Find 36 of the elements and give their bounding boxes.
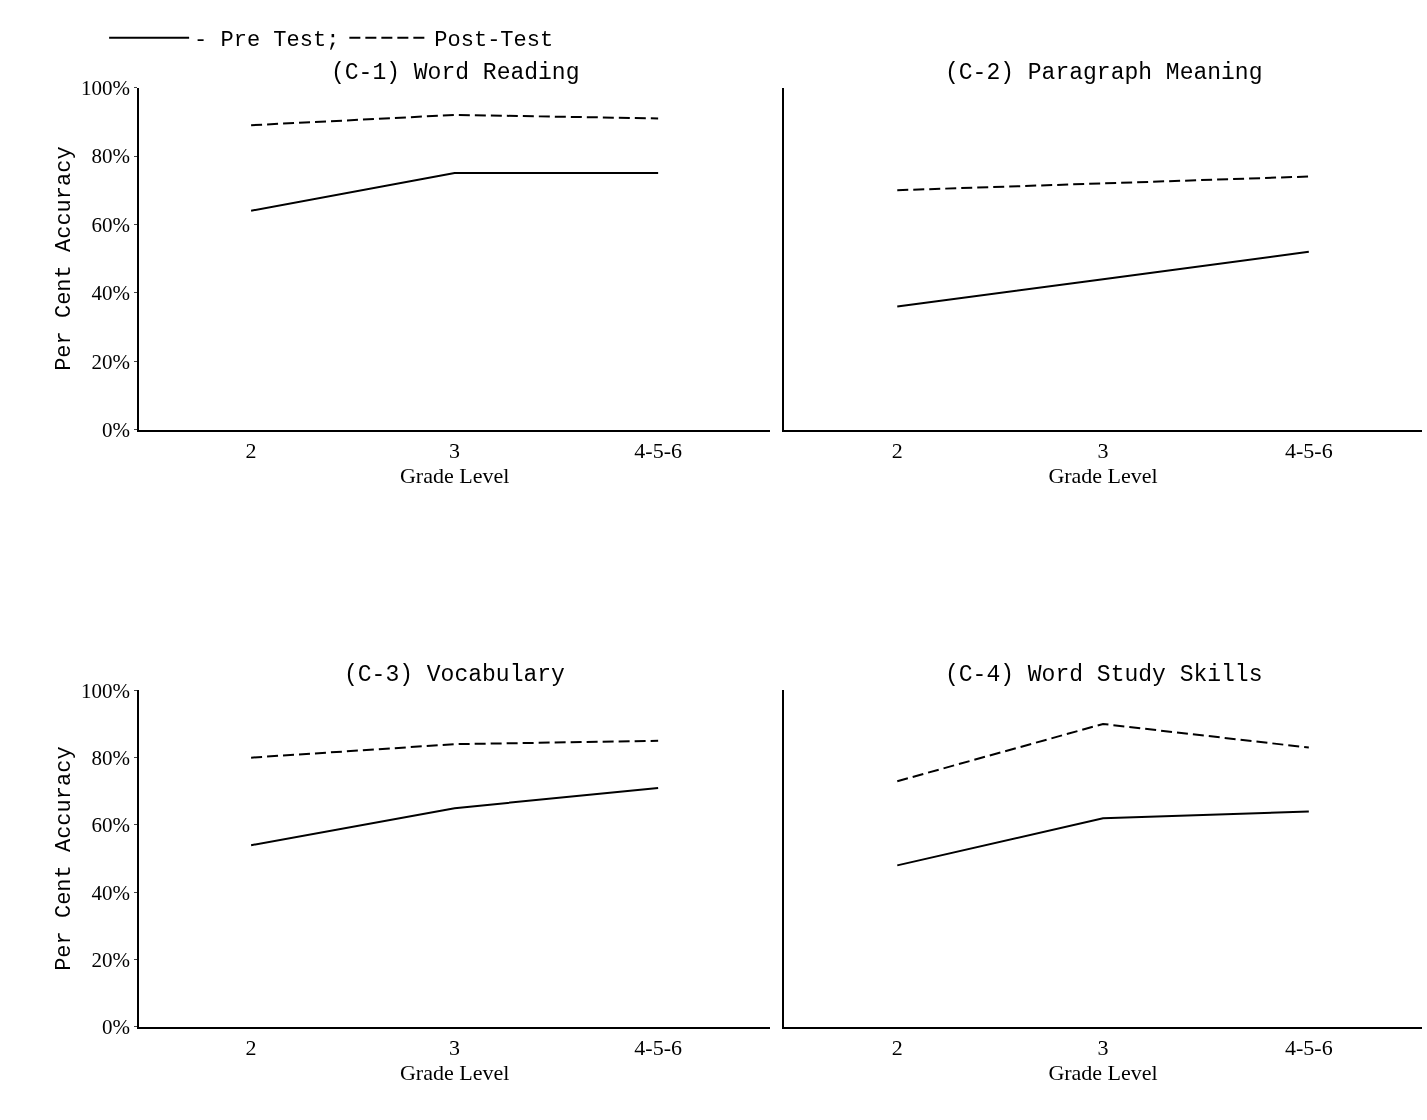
x-axis-title: Grade Level (1048, 1060, 1158, 1086)
x-tick-label: 3 (449, 438, 461, 464)
y-tick-label: 0% (101, 418, 130, 443)
y-tick-label: 40% (91, 880, 130, 905)
chart-title: (C-4) Word Study Skills (945, 662, 1263, 688)
x-tick-label: 3 (1097, 438, 1109, 464)
x-tick-label: 4-5-6 (1284, 438, 1333, 464)
chart-title: (C-1) Word Reading (331, 60, 580, 86)
x-axis-title: Grade Level (399, 463, 510, 489)
y-tick-label: 100% (80, 75, 130, 100)
y-axis-title: Per Cent Accuracy (52, 746, 78, 971)
y-tick-label: 20% (91, 349, 130, 374)
y-tick-label: 0% (101, 1015, 130, 1040)
x-tick-label: 4-5-6 (634, 438, 682, 464)
y-tick-label: 40% (91, 281, 130, 306)
y-tick-label: 60% (91, 813, 130, 838)
x-tick-label: 2 (891, 438, 903, 464)
x-tick-label: 2 (891, 1035, 903, 1061)
x-tick-label: 3 (449, 1035, 461, 1061)
legend-label: Post-Test (434, 28, 554, 54)
x-axis-title: Grade Level (1048, 463, 1158, 489)
y-tick-label: 20% (91, 948, 130, 972)
legend-label: - Pre Test; (194, 28, 340, 54)
y-tick-label: 80% (91, 746, 130, 770)
x-tick-label: 4-5-6 (634, 1035, 682, 1061)
chart-title: (C-3) Vocabulary (344, 662, 566, 688)
y-tick-label: 80% (91, 144, 130, 169)
y-axis-title: Per Cent Accuracy (52, 146, 78, 371)
y-tick-label: 60% (91, 212, 130, 237)
chart-title: (C-2) Paragraph Meaning (945, 60, 1263, 86)
x-axis-title: Grade Level (399, 1060, 510, 1086)
x-tick-label: 3 (1097, 1035, 1109, 1061)
y-tick-label: 100% (80, 678, 130, 703)
x-tick-label: 2 (245, 1035, 257, 1061)
x-tick-label: 2 (245, 438, 257, 464)
x-tick-label: 4-5-6 (1284, 1035, 1333, 1061)
